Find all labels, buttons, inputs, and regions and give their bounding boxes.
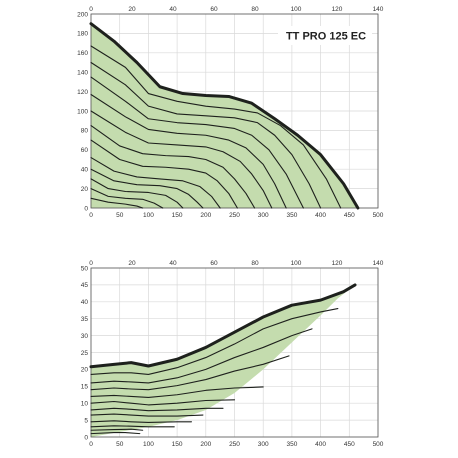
x-tick-label-1-3: 150 [172,441,183,448]
x-tick-label-1-6: 300 [258,441,269,448]
speed-curve-0-6 [90,125,256,209]
y-tick-label-0-10: 200 [77,11,88,18]
x2-tick-label-0-2: 40 [169,6,177,13]
speed-curve-0-11 [90,188,164,209]
speed-curve-0-7 [90,139,238,209]
speed-curve-1-5 [90,399,236,406]
y-tick-label-0-8: 160 [77,50,88,57]
y-tick-label-0-3: 60 [81,147,89,154]
x2-tick-label-0-4: 80 [251,6,259,13]
x-tick-label-1-9: 450 [344,441,355,448]
y-tick-label-1-3: 15 [81,384,89,391]
x-tick-label-0-4: 200 [200,212,211,219]
x2-tick-label-0-7: 140 [373,6,384,13]
speed-curve-0-8 [90,157,221,209]
y-tick-label-0-9: 180 [77,31,88,38]
speed-curve-1-3 [90,355,290,391]
x-tick-label-0-0: 0 [89,212,93,219]
x-tick-label-1-0: 0 [89,441,93,448]
x2-tick-label-1-6: 120 [332,260,343,267]
x-tick-label-1-1: 50 [116,441,124,448]
chart-title: TT PRO 125 EC [286,31,366,43]
x-tick-label-0-10: 500 [373,212,384,219]
y-tick-label-0-6: 120 [77,89,88,96]
y-tick-label-1-4: 20 [81,367,89,374]
speed-curve-0-10 [90,178,184,209]
speed-curve-1-10 [90,428,144,431]
speed-curve-1-8 [90,420,192,424]
x-tick-label-0-2: 100 [143,212,154,219]
speed-curve-1-9 [90,425,175,428]
y-tick-label-0-1: 20 [81,186,89,193]
speed-curve-0-9 [90,168,204,209]
y-tick-label-0-0: 0 [84,205,88,212]
x-tick-label-1-10: 500 [373,441,384,448]
y-tick-label-1-7: 35 [81,316,89,323]
speed-curve-0-3 [90,76,304,209]
y-tick-label-1-9: 45 [81,282,89,289]
y-tick-label-1-10: 50 [81,265,89,272]
speed-curve-1-7 [90,413,204,417]
max-curve-1-0 [89,283,357,369]
title-box [278,26,372,45]
y-tick-label-1-2: 10 [81,401,89,408]
x2-tick-label-1-1: 20 [128,260,136,267]
x-tick-label-0-5: 250 [229,212,240,219]
y-tick-label-1-8: 40 [81,299,89,306]
x-tick-label-0-9: 450 [344,212,355,219]
speed-curve-1-4 [90,386,264,398]
x-tick-label-0-6: 300 [258,212,269,219]
y-tick-label-0-5: 100 [77,108,88,115]
x2-tick-label-0-1: 20 [128,6,136,13]
operating-area-1 [91,284,356,437]
y-tick-label-1-5: 25 [81,350,89,357]
x2-tick-label-1-3: 60 [210,260,218,267]
y-tick-label-1-6: 30 [81,333,89,340]
x2-tick-label-0-5: 100 [291,6,302,13]
speed-curve-1-1 [90,308,339,376]
x2-tick-label-1-0: 0 [89,260,93,267]
y-tick-label-0-2: 40 [81,167,89,174]
speed-curve-0-4 [90,93,287,209]
speed-curve-0-12 [90,197,144,209]
operating-area-0 [91,23,358,209]
plot-frame-1 [90,267,379,438]
x2-tick-label-0-0: 0 [89,6,93,13]
speed-curve-1-2 [90,328,313,384]
x2-tick-label-1-5: 100 [291,260,302,267]
x2-tick-label-0-6: 120 [332,6,343,13]
x-tick-label-0-1: 50 [116,212,124,219]
speed-curve-0-5 [90,110,273,209]
x2-tick-label-0-3: 60 [210,6,218,13]
max-curve-0-0 [89,22,360,210]
y-tick-label-0-7: 140 [77,70,88,77]
x-tick-label-1-8: 400 [315,441,326,448]
speed-curve-1-6 [90,407,224,412]
x-tick-label-1-7: 350 [286,441,297,448]
x-tick-label-0-3: 150 [172,212,183,219]
x-tick-label-1-4: 200 [200,441,211,448]
x-tick-label-1-5: 250 [229,441,240,448]
speed-curve-0-2 [90,61,322,209]
x-tick-label-0-8: 400 [315,212,326,219]
x2-tick-label-1-2: 40 [169,260,177,267]
x-tick-label-1-2: 100 [143,441,154,448]
y-tick-label-0-4: 80 [81,128,89,135]
y-tick-label-1-0: 0 [84,434,88,441]
y-tick-label-1-1: 5 [84,417,88,424]
x-tick-label-0-7: 350 [286,212,297,219]
x2-tick-label-1-4: 80 [251,260,259,267]
speed-curve-1-11 [90,432,141,435]
speed-curve-0-1 [90,45,342,209]
x2-tick-label-1-7: 140 [373,260,384,267]
